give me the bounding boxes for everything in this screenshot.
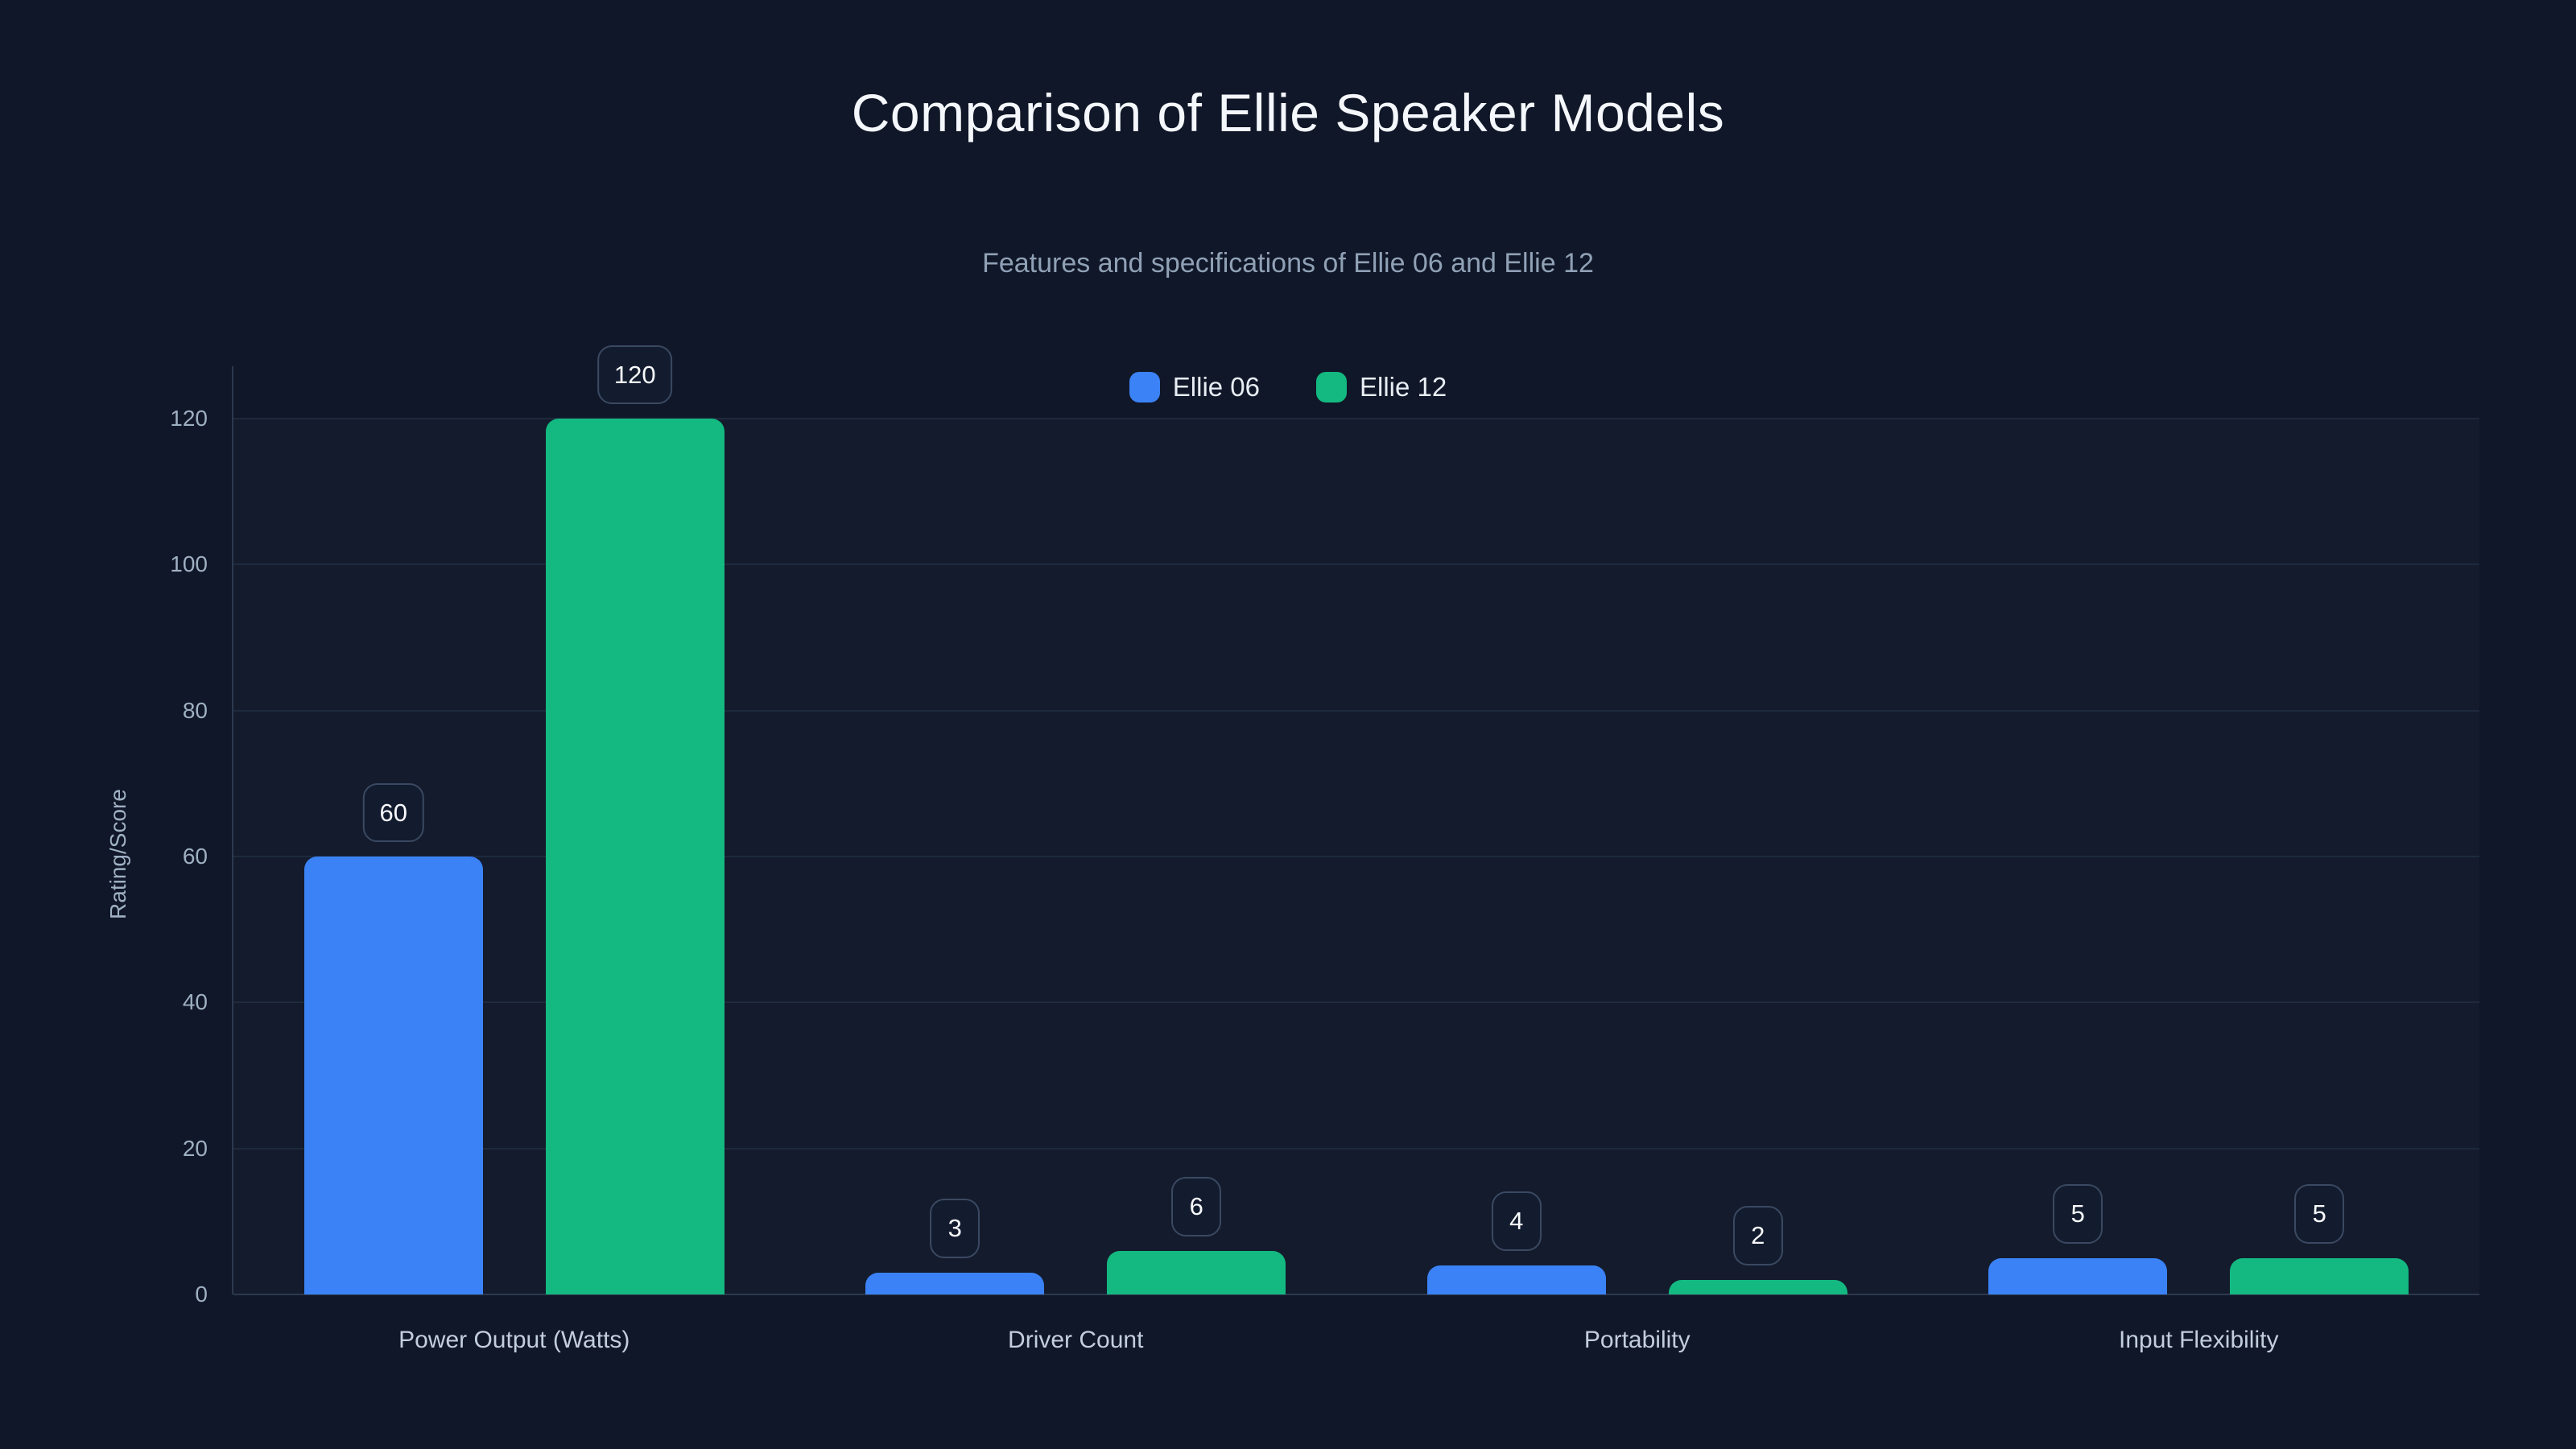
bar-ellie-06-driver-count xyxy=(865,1272,1045,1294)
value-badge-ellie-12-driver-count: 6 xyxy=(1171,1177,1222,1236)
chart-subtitle: Features and specifications of Ellie 06 … xyxy=(982,248,1594,279)
value-badge-ellie-12-portability: 2 xyxy=(1732,1206,1783,1265)
legend-item-ellie-12[interactable]: Ellie 12 xyxy=(1316,372,1447,402)
bar-ellie-06-portability xyxy=(1426,1265,1606,1294)
y-tick-label-60: 60 xyxy=(182,844,208,869)
value-badge-ellie-12-power-output-watts: 120 xyxy=(597,345,673,404)
bar-ellie-06-power-output-watts xyxy=(303,857,483,1294)
gridline-60 xyxy=(233,856,2479,857)
gridline-0 xyxy=(233,1294,2479,1295)
gridline-120 xyxy=(233,418,2479,419)
value-badge-ellie-06-power-output-watts: 60 xyxy=(362,782,424,842)
gridline-100 xyxy=(233,564,2479,566)
y-axis-line xyxy=(232,366,233,1294)
bar-ellie-12-portability xyxy=(1668,1279,1847,1294)
y-tick-label-120: 120 xyxy=(170,406,208,431)
value-badge-ellie-06-input-flexibility: 5 xyxy=(2053,1184,2103,1244)
x-category-label-power-output-watts: Power Output (Watts) xyxy=(398,1327,630,1353)
y-tick-label-20: 20 xyxy=(182,1135,208,1161)
legend-label-ellie-12: Ellie 12 xyxy=(1360,372,1447,402)
x-category-label-input-flexibility: Input Flexibility xyxy=(2119,1327,2279,1353)
gridline-80 xyxy=(233,709,2479,712)
legend: Ellie 06 Ellie 12 xyxy=(0,372,2576,402)
value-badge-ellie-06-driver-count: 3 xyxy=(930,1199,980,1258)
bar-ellie-12-input-flexibility xyxy=(2230,1257,2409,1294)
y-tick-label-0: 0 xyxy=(195,1282,208,1307)
x-category-label-portability: Portability xyxy=(1583,1327,1690,1353)
bar-ellie-12-driver-count xyxy=(1107,1250,1286,1294)
value-badge-ellie-12-input-flexibility: 5 xyxy=(2294,1184,2345,1244)
chart-title: Comparison of Ellie Speaker Models xyxy=(851,83,1725,142)
legend-swatch-ellie-12-icon xyxy=(1316,372,1347,402)
y-tick-label-80: 80 xyxy=(182,697,208,723)
value-badge-ellie-06-portability: 4 xyxy=(1491,1191,1542,1251)
legend-swatch-ellie-06-icon xyxy=(1129,372,1160,402)
x-category-label-driver-count: Driver Count xyxy=(1008,1327,1144,1353)
gridline-20 xyxy=(233,1147,2479,1150)
bar-ellie-12-power-output-watts xyxy=(545,419,724,1294)
y-tick-label-40: 40 xyxy=(182,989,208,1015)
gridline-40 xyxy=(233,1001,2479,1004)
bar-ellie-06-input-flexibility xyxy=(1988,1257,2168,1294)
y-tick-label-100: 100 xyxy=(170,551,208,577)
legend-item-ellie-06[interactable]: Ellie 06 xyxy=(1129,372,1260,402)
legend-label-ellie-06: Ellie 06 xyxy=(1172,372,1260,402)
